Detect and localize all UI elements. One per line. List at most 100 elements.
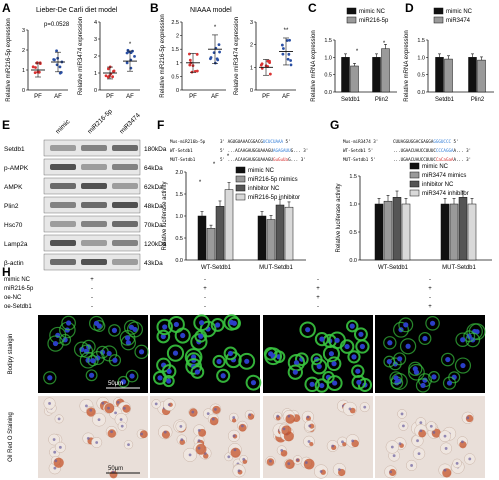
nucleus: [319, 470, 323, 473]
panel-b-title: NIAAA model: [190, 7, 232, 14]
condition-label: miR216-5p: [4, 286, 34, 292]
lipid-droplet: [311, 358, 328, 375]
lipid-droplet: [428, 371, 440, 383]
nucleus: [359, 343, 366, 350]
lipid-droplet: [162, 374, 175, 388]
x-tick-label: WT-Setdb1: [378, 265, 409, 271]
bar: [401, 203, 411, 261]
nucleus: [280, 448, 284, 452]
scale-bar-label: 50μm: [108, 381, 123, 387]
blot-row-label: Hsc70: [4, 222, 23, 229]
bar: [467, 203, 477, 261]
nucleus: [138, 349, 145, 355]
blot-band: [50, 240, 76, 246]
data-point: [31, 65, 35, 69]
data-point: [281, 52, 285, 56]
nucleus: [88, 372, 95, 378]
sequence-label: WT-Setdb1 5': [343, 148, 373, 153]
lipid-droplet: [43, 371, 57, 385]
blot-row-label: Setdb1: [4, 146, 25, 153]
blot-strip: [43, 139, 141, 157]
nucleus: [232, 434, 236, 438]
data-point: [56, 56, 60, 60]
panel-a-chart-mir216: Relative miR216-5p expression 0 1 2 3 PF AF: [6, 18, 68, 102]
nucleus: [397, 356, 403, 362]
nucleus: [392, 454, 396, 458]
nucleus: [316, 363, 322, 370]
y-tick-label: 2.5: [171, 20, 179, 26]
nucleus: [250, 380, 257, 386]
lipid-droplet: [225, 351, 242, 369]
x-tick-label: Setdb1: [435, 97, 455, 103]
nucleus: [387, 340, 393, 346]
nucleus: [420, 382, 426, 389]
lipid-droplet: [79, 351, 97, 369]
nucleus: [344, 343, 350, 350]
nucleus: [97, 418, 101, 422]
nucleus: [241, 424, 244, 428]
data-point: [268, 72, 272, 76]
lipid-droplet: [415, 378, 431, 393]
condition-value: +: [203, 286, 207, 292]
nucleus: [57, 417, 61, 421]
lipid-droplet: [454, 357, 472, 374]
nucleus: [206, 412, 210, 416]
nucleus: [431, 374, 437, 380]
lane-label: miR3474: [118, 112, 142, 136]
nucleus: [351, 439, 355, 443]
data-point: [38, 62, 42, 66]
y-tick-label: 0.5: [175, 236, 183, 242]
lipid-droplet: [299, 321, 316, 338]
nucleus: [429, 424, 433, 428]
legend-swatch: [409, 189, 420, 197]
nucleus: [306, 415, 310, 419]
bar: [392, 197, 402, 261]
nucleus: [162, 324, 168, 330]
lipid-stain: [107, 429, 117, 438]
legend-swatch: [409, 162, 420, 170]
nucleus: [106, 350, 112, 357]
panel-letter-d: D: [405, 1, 414, 15]
nucleus: [85, 404, 88, 408]
lipid-droplet: [85, 369, 98, 382]
nucleus: [244, 358, 250, 364]
nucleus: [446, 380, 453, 386]
x-tick-label: WT-Setdb1: [201, 265, 232, 271]
blot-band: [112, 240, 138, 246]
nucleus: [287, 462, 291, 466]
significance-mark: *: [227, 154, 230, 160]
lipid-droplet: [399, 338, 417, 355]
nucleus: [191, 410, 195, 414]
panel-a-chart-mir3474: Relative miR3474 expression 0 1 2 3 4 PF AF *: [78, 17, 140, 100]
data-point: [33, 71, 37, 75]
lipid-droplet: [93, 319, 106, 332]
nucleus: [124, 335, 131, 341]
lipid-droplet: [468, 323, 486, 341]
nucleus: [309, 381, 315, 387]
lipid-droplet: [193, 314, 210, 332]
nucleus: [58, 445, 62, 449]
blot-kda-label: 180kDa: [144, 146, 167, 153]
lipid-droplet: [351, 374, 367, 390]
condition-value: +: [316, 286, 320, 292]
lipid-droplet: [89, 315, 104, 331]
nucleus: [393, 375, 399, 381]
condition-value: +: [90, 277, 94, 283]
x-tick-label: AF: [54, 94, 62, 100]
legend-swatch: [235, 184, 246, 192]
condition-value: -: [429, 295, 431, 301]
legend-swatch: [235, 193, 246, 201]
legend-swatch: [235, 175, 246, 183]
y-tick-label: 2: [176, 34, 179, 40]
nucleus: [468, 457, 472, 461]
condition-value: +: [428, 304, 432, 310]
x-tick-label: PF: [106, 94, 114, 100]
lipid-droplet: [223, 314, 240, 331]
panel-e-western-blot: mimic miR216-5p miR3474 Setdb1 180kDa p-AMPK 6…: [4, 108, 167, 271]
panel-letter-c: C: [308, 1, 317, 15]
nucleus: [86, 437, 90, 440]
y-axis-label: Relative luciferase activity: [336, 183, 342, 252]
nucleus: [172, 350, 179, 356]
nucleus: [116, 400, 120, 404]
lipid-stain: [238, 423, 247, 432]
